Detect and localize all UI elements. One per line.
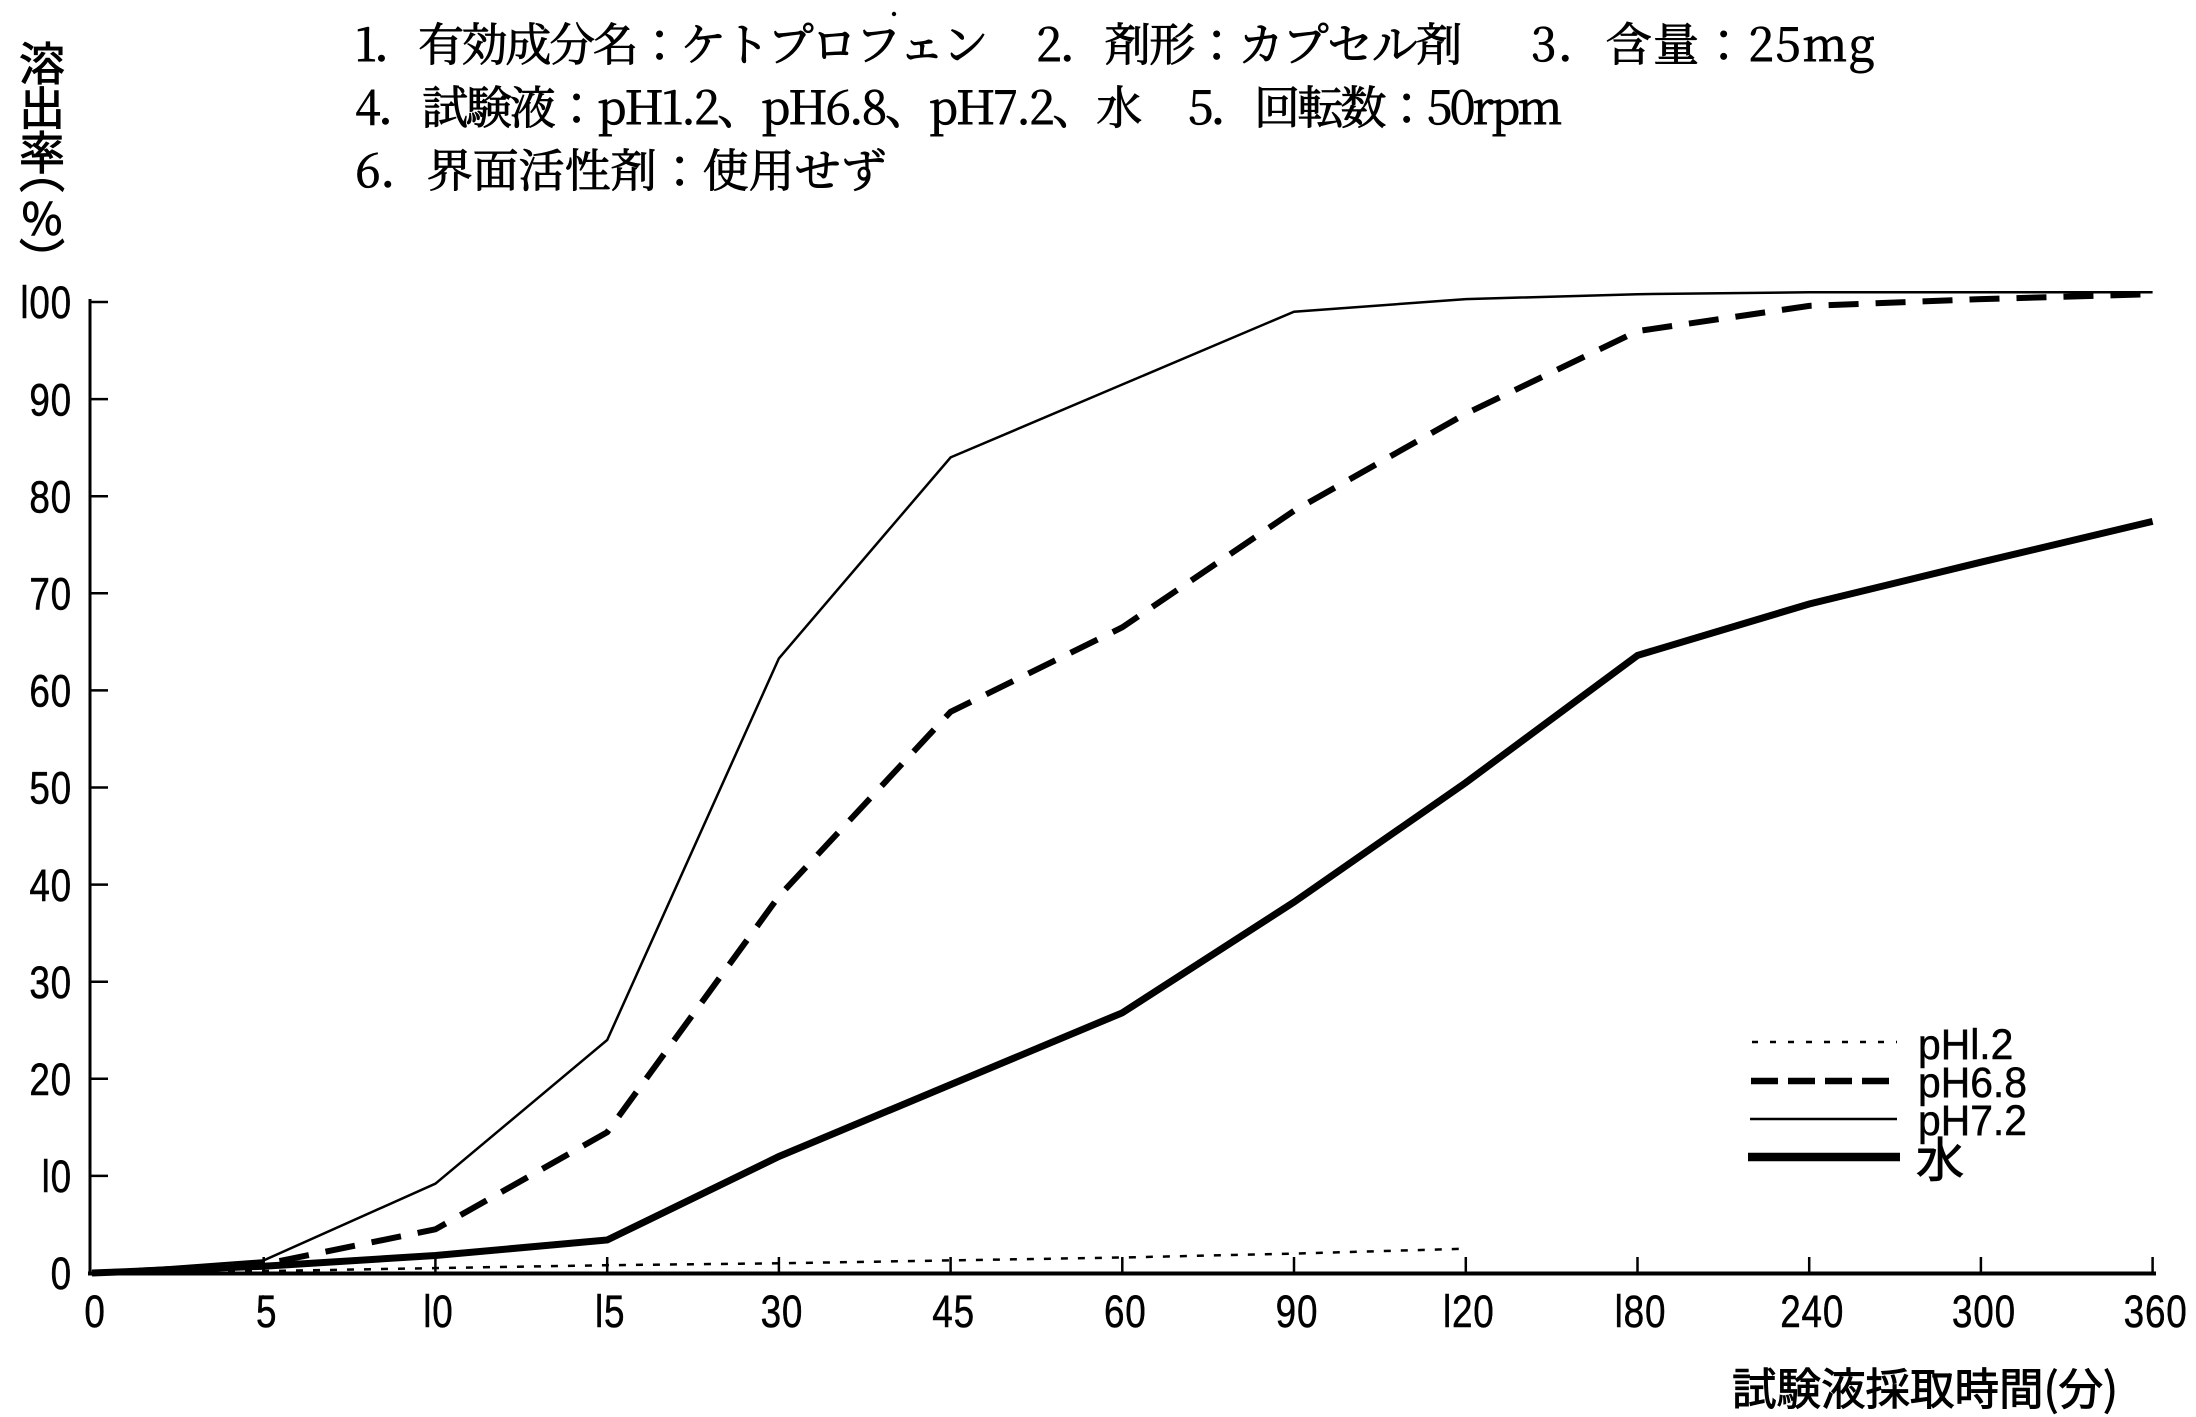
svg-text:pH7.2: pH7.2 <box>1918 1096 2027 1144</box>
svg-text:45: 45 <box>932 1287 975 1337</box>
svg-text:60: 60 <box>1104 1287 1147 1337</box>
svg-text:30: 30 <box>29 957 72 1007</box>
svg-text:l0: l0 <box>423 1287 453 1337</box>
svg-text:l20: l20 <box>1443 1287 1495 1337</box>
svg-text:50: 50 <box>29 763 72 813</box>
svg-text:l5: l5 <box>595 1287 625 1337</box>
svg-text:5: 5 <box>256 1287 277 1337</box>
svg-text:pHl.2: pHl.2 <box>1918 1020 2013 1068</box>
svg-text:300: 300 <box>1952 1287 2016 1337</box>
svg-text:90: 90 <box>1276 1287 1319 1337</box>
svg-text:l00: l00 <box>20 278 72 328</box>
svg-text:pH6.8: pH6.8 <box>1918 1058 2027 1106</box>
svg-text:l80: l80 <box>1615 1287 1667 1337</box>
svg-text:40: 40 <box>29 860 72 910</box>
svg-text:360: 360 <box>2124 1287 2188 1337</box>
svg-text:0: 0 <box>51 1249 72 1299</box>
svg-text:70: 70 <box>29 569 72 619</box>
svg-text:l0: l0 <box>42 1152 72 1202</box>
svg-text:60: 60 <box>29 666 72 716</box>
svg-text:80: 80 <box>29 472 72 522</box>
svg-text:0: 0 <box>84 1287 105 1337</box>
svg-text:90: 90 <box>29 375 72 425</box>
svg-text:20: 20 <box>29 1055 72 1105</box>
svg-text:240: 240 <box>1780 1287 1844 1337</box>
svg-text:30: 30 <box>761 1287 804 1337</box>
